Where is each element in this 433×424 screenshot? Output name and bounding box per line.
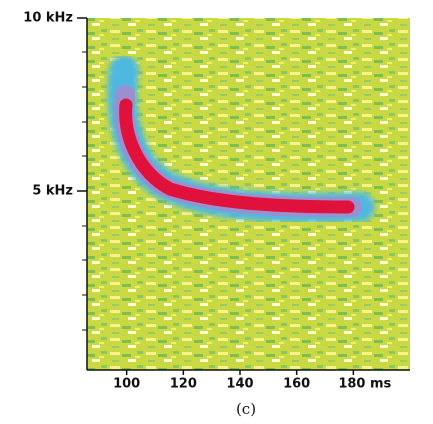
x-tick-label: 160 (283, 377, 310, 392)
x-tick-label: 120 (170, 377, 197, 392)
call-trace (107, 55, 375, 223)
minor-ticks (82, 51, 87, 331)
caption: (c) (236, 400, 256, 418)
y-tick-label: 10 kHz (23, 11, 73, 26)
x-tick-label: 100 (113, 377, 140, 392)
y-tick-label: 5 kHz (32, 184, 73, 199)
x-tick-label: 180 ms (338, 377, 391, 392)
x-tick-label: 140 (226, 377, 253, 392)
